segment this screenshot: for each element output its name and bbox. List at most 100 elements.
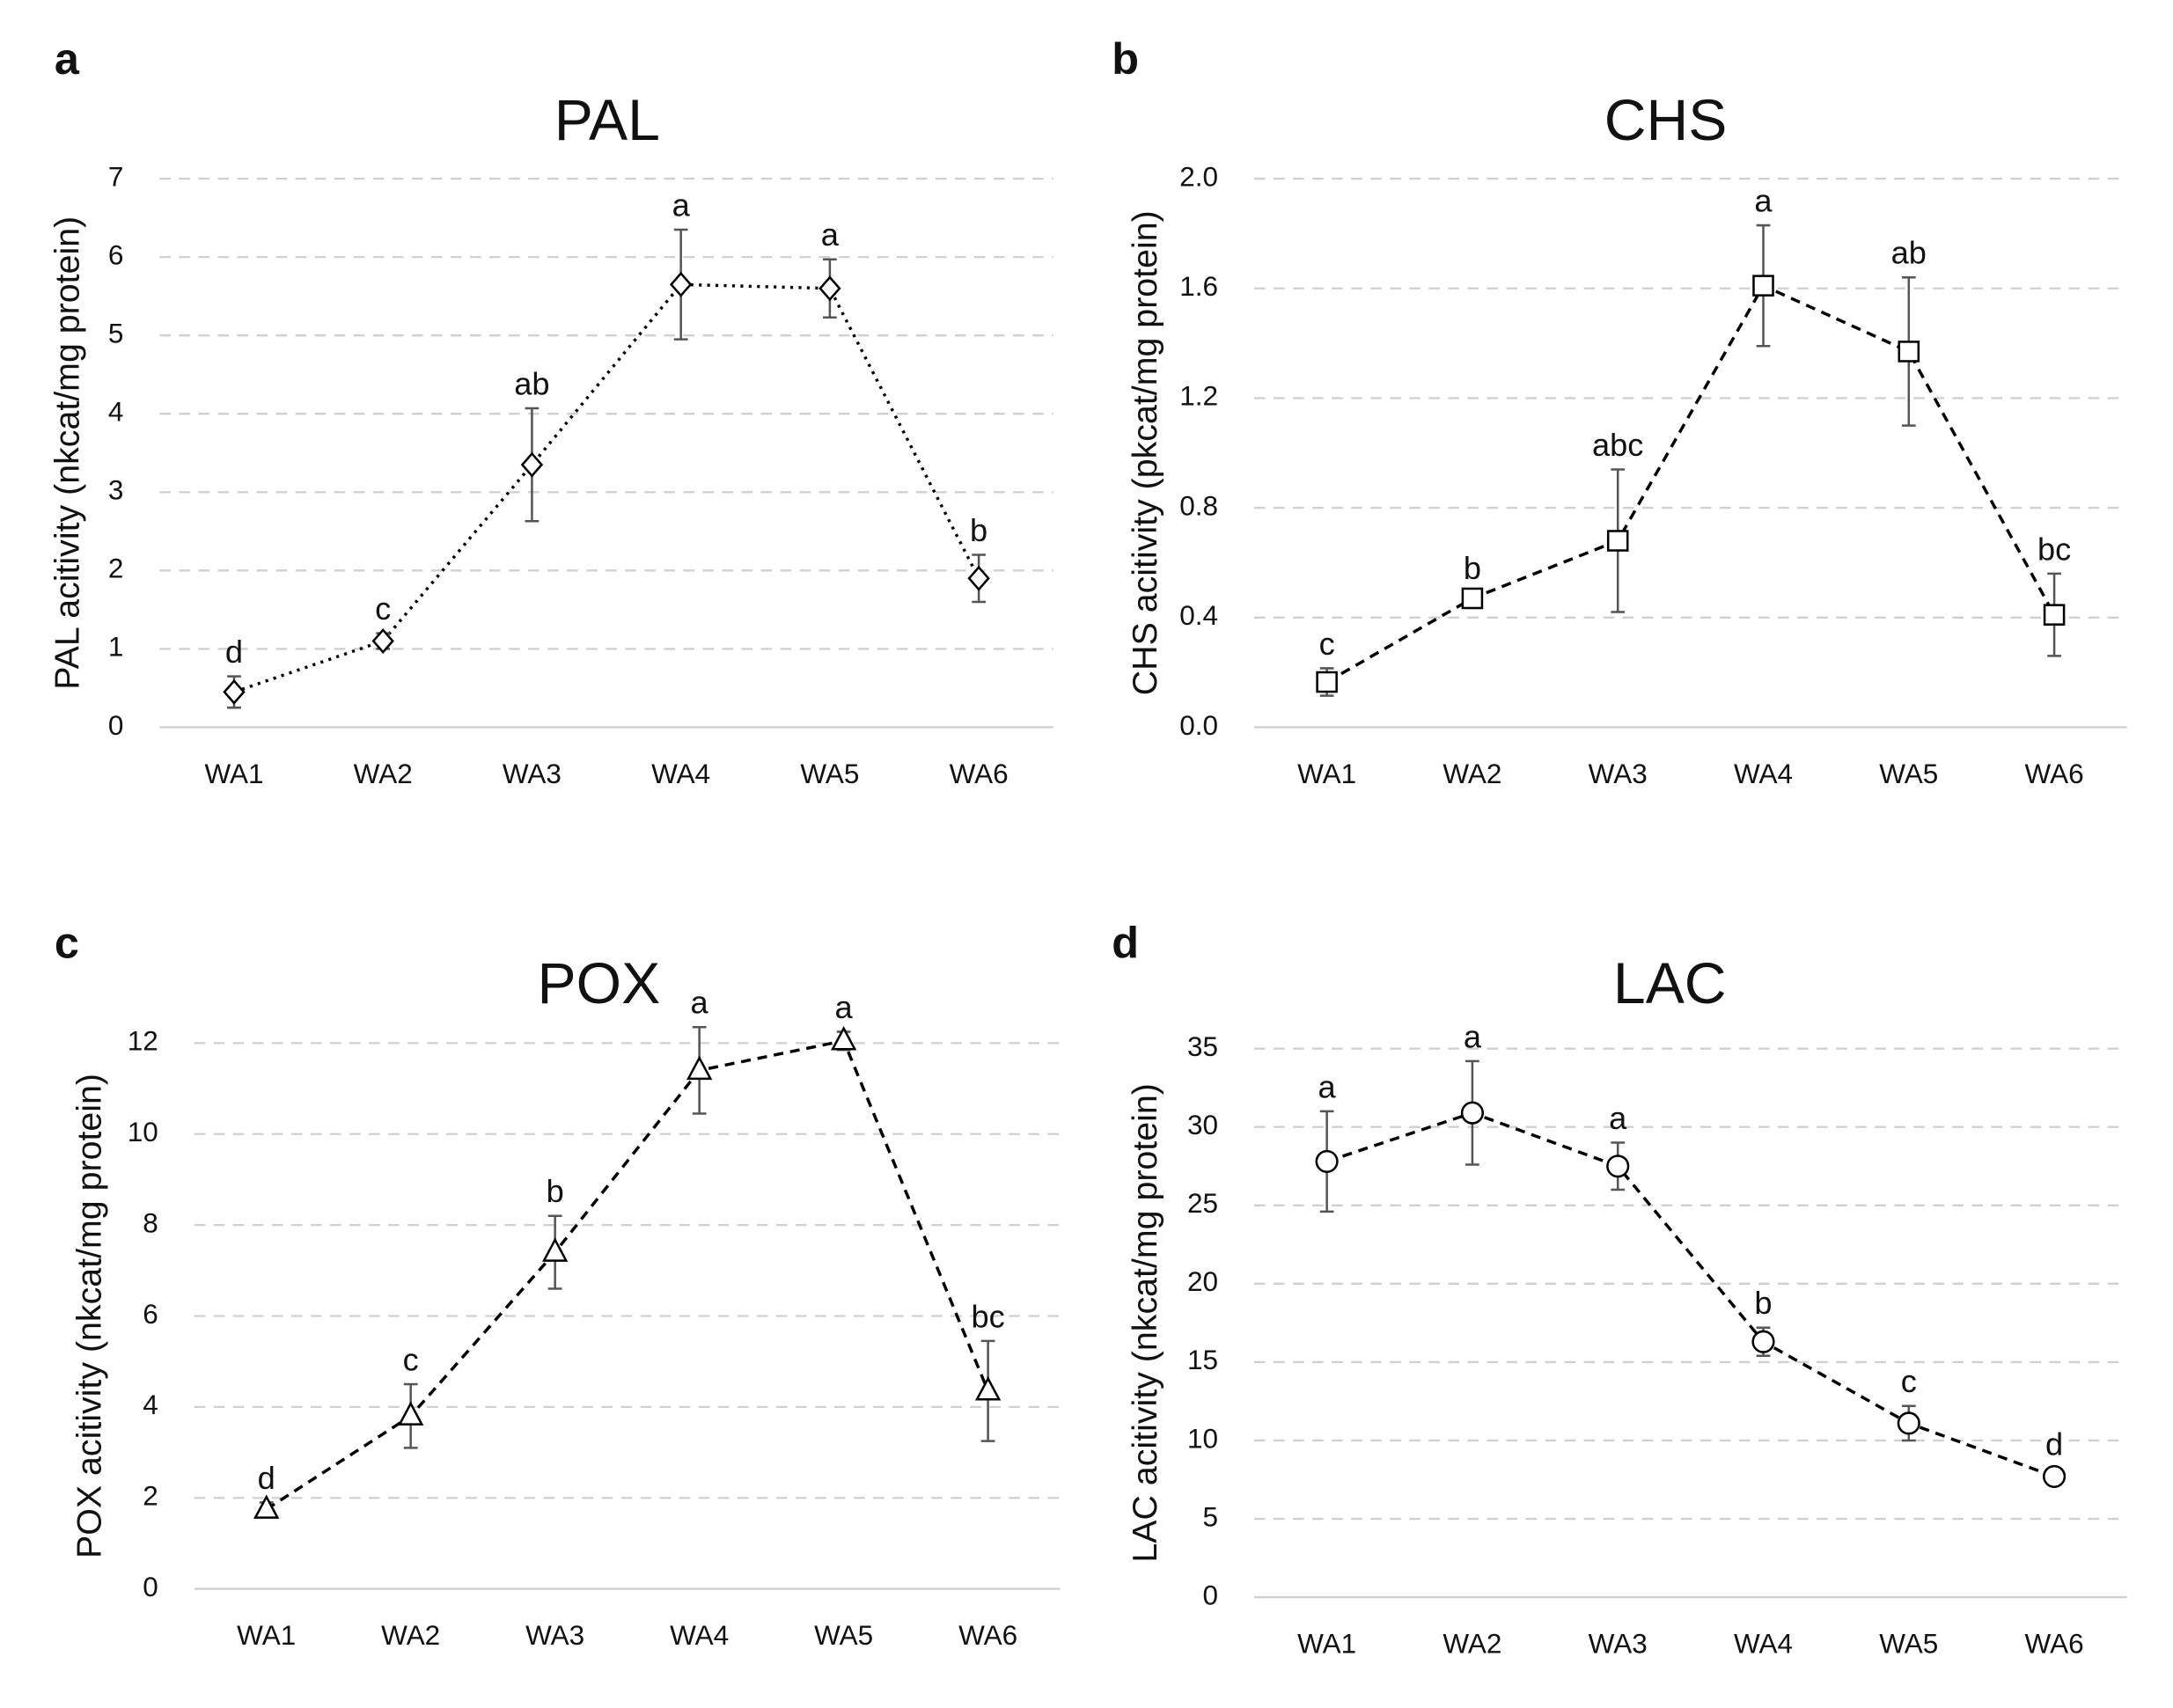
- marker: [1898, 341, 1920, 363]
- significance-label: c: [1901, 1363, 1917, 1399]
- significance-label: c: [375, 590, 391, 627]
- significance-label: b: [1754, 1285, 1772, 1321]
- x-tick-label: WA6: [2025, 1628, 2084, 1659]
- marker: [967, 565, 990, 591]
- x-tick-label: WA3: [525, 1620, 584, 1651]
- y-tick-label: 2: [108, 553, 124, 584]
- y-tick-label: 20: [1187, 1266, 1218, 1297]
- x-tick-label: WA2: [1443, 1628, 1501, 1659]
- x-tick-label: WA4: [1734, 1628, 1793, 1659]
- significance-label: a: [821, 216, 840, 253]
- y-tick-label: 5: [1203, 1501, 1219, 1532]
- y-tick-label: 25: [1187, 1188, 1218, 1219]
- y-tick-label: 8: [143, 1207, 158, 1238]
- y-tick-label: 12: [128, 1026, 158, 1057]
- significance-label: a: [835, 989, 854, 1025]
- y-axis-label: POX acitivity (nkcat/mg protein): [70, 1074, 109, 1558]
- data-line: [1325, 283, 2056, 684]
- x-tick-label: WA5: [800, 759, 859, 789]
- marker: [669, 271, 693, 297]
- marker: [397, 1401, 424, 1426]
- x-tick-label: WA1: [204, 759, 263, 789]
- y-tick-label: 4: [108, 397, 124, 428]
- y-tick-label: 5: [108, 318, 124, 348]
- significance-label: d: [225, 634, 243, 670]
- y-tick-label: 6: [108, 239, 124, 270]
- marker: [253, 1494, 280, 1519]
- marker: [974, 1375, 1002, 1401]
- y-tick-label: 15: [1187, 1345, 1218, 1375]
- marker: [541, 1237, 569, 1262]
- chart-title: PAL: [554, 88, 660, 153]
- panel-label: c: [55, 917, 79, 967]
- x-tick-label: WA6: [2025, 759, 2084, 789]
- significance-label: c: [403, 1341, 419, 1377]
- x-tick-label: WA3: [503, 759, 562, 789]
- data-line: [233, 282, 980, 694]
- y-tick-label: 0: [1203, 1580, 1219, 1610]
- x-tick-label: WA4: [651, 759, 710, 789]
- y-tick-label: 7: [108, 161, 124, 192]
- marker: [520, 451, 544, 478]
- panel-label: d: [1112, 917, 1139, 967]
- x-tick-label: WA1: [1297, 759, 1356, 789]
- significance-label: bc: [2037, 531, 2071, 567]
- data-line: [265, 1038, 990, 1511]
- marker: [686, 1055, 713, 1081]
- marker: [1752, 275, 1774, 297]
- marker: [2043, 1464, 2067, 1488]
- significance-label: a: [672, 187, 691, 223]
- y-tick-label: 0.4: [1179, 600, 1218, 631]
- marker: [1316, 671, 1338, 693]
- marker: [1897, 1411, 1920, 1435]
- y-tick-label: 2.0: [1179, 161, 1218, 192]
- significance-label: a: [1318, 1068, 1337, 1104]
- y-tick-label: 4: [143, 1389, 158, 1420]
- x-tick-label: WA1: [237, 1620, 296, 1651]
- y-axis-label: LAC acitivity (nkcat/mg protein): [1126, 1083, 1164, 1562]
- panel-label: b: [1112, 33, 1139, 84]
- y-axis-label: PAL acitivity (nkcat/mg protein): [48, 216, 86, 690]
- x-tick-label: WA5: [814, 1620, 873, 1651]
- y-tick-label: 0.0: [1179, 710, 1218, 741]
- chart-title: LAC: [1613, 951, 1727, 1016]
- x-tick-label: WA2: [381, 1620, 440, 1651]
- y-tick-label: 3: [108, 475, 124, 506]
- y-tick-label: 6: [143, 1299, 158, 1330]
- significance-label: b: [1464, 550, 1481, 586]
- x-tick-label: WA6: [958, 1620, 1017, 1651]
- x-tick-label: WA3: [1589, 759, 1648, 789]
- significance-label: d: [258, 1460, 275, 1496]
- y-tick-label: 1: [108, 632, 124, 663]
- y-tick-label: 0.8: [1179, 490, 1218, 521]
- marker: [223, 678, 246, 705]
- panel-label: a: [55, 33, 80, 84]
- x-tick-label: WA5: [1879, 759, 1938, 789]
- data-line: [1326, 1111, 2055, 1478]
- marker: [1751, 1330, 1775, 1353]
- significance-label: a: [1609, 1100, 1627, 1136]
- marker: [2043, 604, 2066, 626]
- y-axis-label: CHS acitivity (pkcat/mg protein): [1126, 210, 1164, 695]
- x-tick-label: WA2: [354, 759, 413, 789]
- significance-label: bc: [971, 1298, 1004, 1334]
- x-tick-label: WA2: [1443, 759, 1501, 789]
- y-tick-label: 10: [1187, 1423, 1218, 1454]
- significance-label: d: [2045, 1426, 2063, 1462]
- y-tick-label: 30: [1187, 1110, 1218, 1140]
- x-tick-label: WA4: [670, 1620, 729, 1651]
- x-tick-label: WA4: [1734, 759, 1793, 789]
- marker: [1606, 1155, 1630, 1178]
- x-tick-label: WA5: [1879, 1628, 1938, 1659]
- y-tick-label: 35: [1187, 1031, 1218, 1062]
- y-tick-label: 2: [143, 1481, 158, 1512]
- chart-title: CHS: [1604, 88, 1728, 153]
- significance-label: a: [1464, 1018, 1482, 1054]
- marker: [819, 275, 841, 302]
- marker: [830, 1025, 857, 1051]
- significance-label: a: [691, 985, 709, 1021]
- x-tick-label: WA3: [1589, 1628, 1648, 1659]
- significance-label: c: [1319, 626, 1335, 662]
